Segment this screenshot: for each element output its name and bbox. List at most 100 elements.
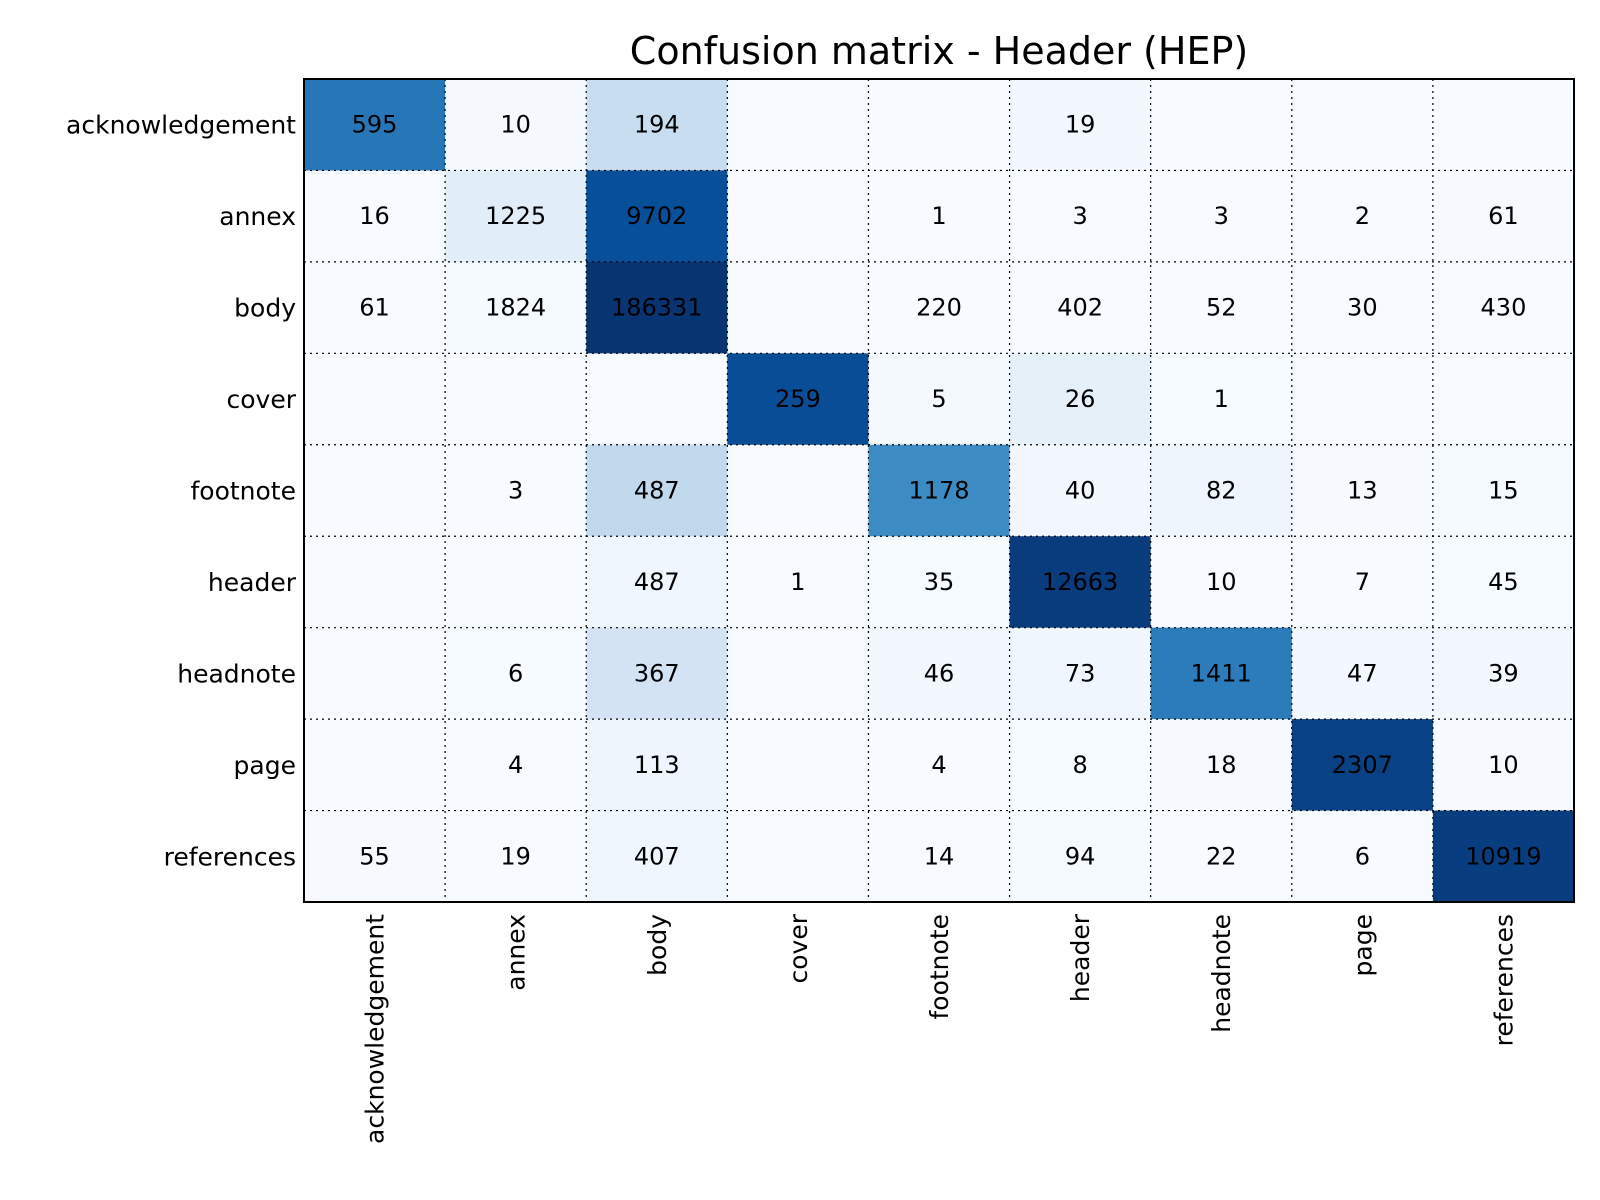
heatmap-cell — [1432, 261, 1575, 354]
plot-frame — [303, 78, 1575, 903]
cell-value-label: 402 — [1057, 294, 1103, 322]
heatmap-cell — [1009, 353, 1152, 446]
x-axis-tick-labels: acknowledgement annex body cover footnote hea… — [361, 913, 1519, 1144]
heatmap-cell — [868, 536, 1011, 629]
cell-value-label: 5 — [931, 385, 946, 413]
heatmap-cell — [1432, 444, 1575, 537]
cell-value-label: 10 — [1206, 568, 1237, 596]
cell-value-label: 194 — [634, 111, 680, 139]
heatmap-cell — [1291, 719, 1434, 812]
heatmap-cell — [304, 353, 446, 446]
cell-value-label: 39 — [1488, 659, 1519, 687]
cell-value-label: 113 — [634, 751, 680, 779]
cell-value-label: 7 — [1355, 568, 1370, 596]
y-tick-label: headnote — [177, 659, 296, 688]
y-tick-label: references — [164, 842, 296, 871]
heatmap-cell — [1432, 810, 1575, 903]
y-tick-label: footnote — [190, 477, 296, 506]
heatmap-cell — [868, 719, 1011, 812]
cell-value-label: 61 — [1488, 202, 1519, 230]
cell-value-label: 45 — [1488, 568, 1519, 596]
heatmap-cell — [586, 353, 728, 446]
heatmap-cell — [1150, 536, 1293, 629]
cell-value-label: 6 — [1355, 842, 1370, 870]
cell-value-label: 2 — [1355, 202, 1370, 230]
cell-value-label: 14 — [924, 842, 955, 870]
x-tick-label: acknowledgement — [361, 914, 390, 1144]
x-tick-label: annex — [502, 914, 531, 991]
heatmap-cell — [445, 353, 587, 446]
heatmap-cell — [304, 536, 446, 629]
cell-value-label: 1 — [790, 568, 805, 596]
heatmap-cell — [868, 810, 1011, 903]
heatmap-cell — [1291, 170, 1434, 263]
heatmap-cell — [1432, 79, 1575, 171]
cell-value-label: 73 — [1065, 659, 1096, 687]
heatmap-cell — [586, 810, 728, 903]
heatmap-cell — [586, 719, 728, 812]
x-tick-label: cover — [784, 913, 813, 983]
heatmap-cell — [1291, 536, 1434, 629]
cell-value-label: 94 — [1065, 842, 1096, 870]
cell-value-label: 10 — [500, 111, 531, 139]
x-tick-label: header — [1066, 913, 1095, 1002]
cell-value-label: 186331 — [611, 294, 703, 322]
cell-value-label: 1824 — [485, 294, 546, 322]
grid-lines — [304, 79, 1574, 902]
heatmap-cell — [1150, 627, 1293, 720]
heatmap-cell — [1150, 170, 1293, 263]
cell-value-label: 3 — [508, 477, 523, 505]
cell-value-label: 3 — [1072, 202, 1087, 230]
cell-value-label: 16 — [359, 202, 390, 230]
heatmap-cell — [1291, 261, 1434, 354]
heatmap-cell — [1432, 536, 1575, 629]
heatmap-cell — [586, 627, 728, 720]
cell-value-label: 15 — [1488, 477, 1519, 505]
cell-value-label: 52 — [1206, 294, 1237, 322]
cell-value-label: 4 — [931, 751, 946, 779]
heatmap-cell — [1432, 170, 1575, 263]
heatmap-cell — [304, 719, 446, 812]
heatmap-cell — [727, 719, 869, 812]
heatmap-cell — [868, 353, 1011, 446]
heatmap-cell — [1009, 627, 1152, 720]
heatmap-cell — [445, 261, 587, 354]
cell-value-label: 1225 — [485, 202, 546, 230]
heatmap-cell — [1009, 719, 1152, 812]
cell-value-label: 22 — [1206, 842, 1237, 870]
y-tick-label: body — [234, 294, 296, 323]
cell-value-label: 595 — [352, 111, 398, 139]
cell-value-label: 367 — [634, 659, 680, 687]
cell-value-label: 12663 — [1042, 568, 1118, 596]
heatmap-cell — [445, 536, 587, 629]
x-tick-label: references — [1489, 914, 1518, 1046]
x-tick-label: footnote — [925, 914, 954, 1020]
x-tick-label: headnote — [1207, 914, 1236, 1033]
cell-value-label: 430 — [1481, 294, 1527, 322]
cell-value-label: 18 — [1206, 751, 1237, 779]
heatmap-cell — [586, 444, 728, 537]
heatmap-cell — [727, 627, 869, 720]
cell-value-label: 82 — [1206, 477, 1237, 505]
y-tick-label: annex — [219, 202, 296, 231]
heatmap-cell — [304, 627, 446, 720]
heatmap-cell — [1432, 627, 1575, 720]
cell-value-label: 47 — [1347, 659, 1378, 687]
heatmap-cell — [304, 444, 446, 537]
cell-value-label: 19 — [500, 842, 531, 870]
y-axis-tick-labels: acknowledgement annex body cover footnote hea… — [66, 111, 297, 872]
heatmap-cell — [1150, 444, 1293, 537]
cell-value-label: 46 — [924, 659, 955, 687]
cell-value-label: 487 — [634, 568, 680, 596]
cell-value-label: 61 — [359, 294, 390, 322]
heatmap-cell — [727, 79, 869, 171]
heatmap-cell — [586, 170, 728, 263]
heatmap-cell — [1009, 79, 1152, 171]
heatmap-cell — [1432, 353, 1575, 446]
heatmap-cell — [1009, 444, 1152, 537]
heatmap-cell — [727, 810, 869, 903]
heatmap-cell — [868, 170, 1011, 263]
heatmap-cell — [727, 353, 869, 446]
